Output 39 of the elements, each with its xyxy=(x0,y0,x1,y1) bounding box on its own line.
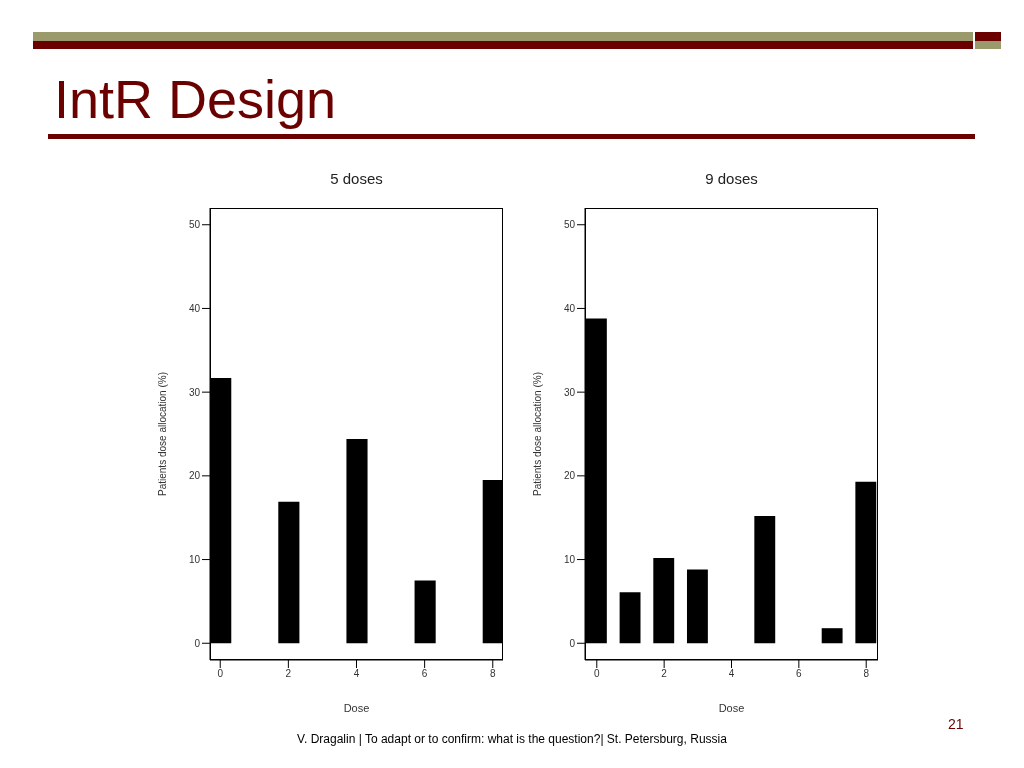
x-tick-label: 8 xyxy=(490,668,496,680)
y-tick-label: 20 xyxy=(188,470,201,482)
x-tick-label: 6 xyxy=(796,668,803,680)
x-tick-label: 2 xyxy=(661,668,668,680)
x-axis-title: Dose xyxy=(718,702,745,714)
y-tick-label: 0 xyxy=(194,637,201,649)
text: IntR Design xyxy=(54,68,337,130)
y-axis-title: Patients dose allocation (%) xyxy=(531,372,543,496)
bar xyxy=(346,439,368,644)
bar xyxy=(686,569,708,644)
x-tick-label: 2 xyxy=(285,668,292,680)
y-tick-label: 0 xyxy=(569,637,576,649)
y-tick-label: 50 xyxy=(563,219,576,231)
chart-title: 9 doses xyxy=(704,170,759,187)
x-tick-label: 0 xyxy=(594,668,601,680)
y-tick-label: 20 xyxy=(563,470,576,482)
y-tick-label: 30 xyxy=(188,386,201,398)
x-tick-label: 4 xyxy=(728,668,735,680)
y-tick-label: 10 xyxy=(188,554,201,566)
y-tick-label: 40 xyxy=(563,302,576,314)
y-tick-label: 30 xyxy=(563,386,576,398)
bar xyxy=(278,501,300,644)
text: 21 xyxy=(948,716,964,732)
bar xyxy=(619,592,641,644)
bar xyxy=(754,516,776,644)
chart-title: 5 doses xyxy=(329,170,384,187)
bar xyxy=(414,580,436,644)
y-axis-title: Patients dose allocation (%) xyxy=(156,372,168,496)
bar xyxy=(821,628,843,644)
x-tick-label: 8 xyxy=(863,668,870,680)
x-tick-label: 4 xyxy=(353,668,360,680)
x-tick-label: 0 xyxy=(217,668,224,680)
text: V. Dragalin | To adapt or to confirm: what is the question?| St. Petersburg, Russia xyxy=(296,732,728,746)
y-tick-label: 40 xyxy=(188,302,201,314)
x-axis-title: Dose xyxy=(343,702,370,714)
y-tick-label: 50 xyxy=(188,219,201,231)
y-tick-label: 10 xyxy=(563,554,576,566)
bar xyxy=(653,557,675,644)
x-tick-label: 6 xyxy=(421,668,428,680)
